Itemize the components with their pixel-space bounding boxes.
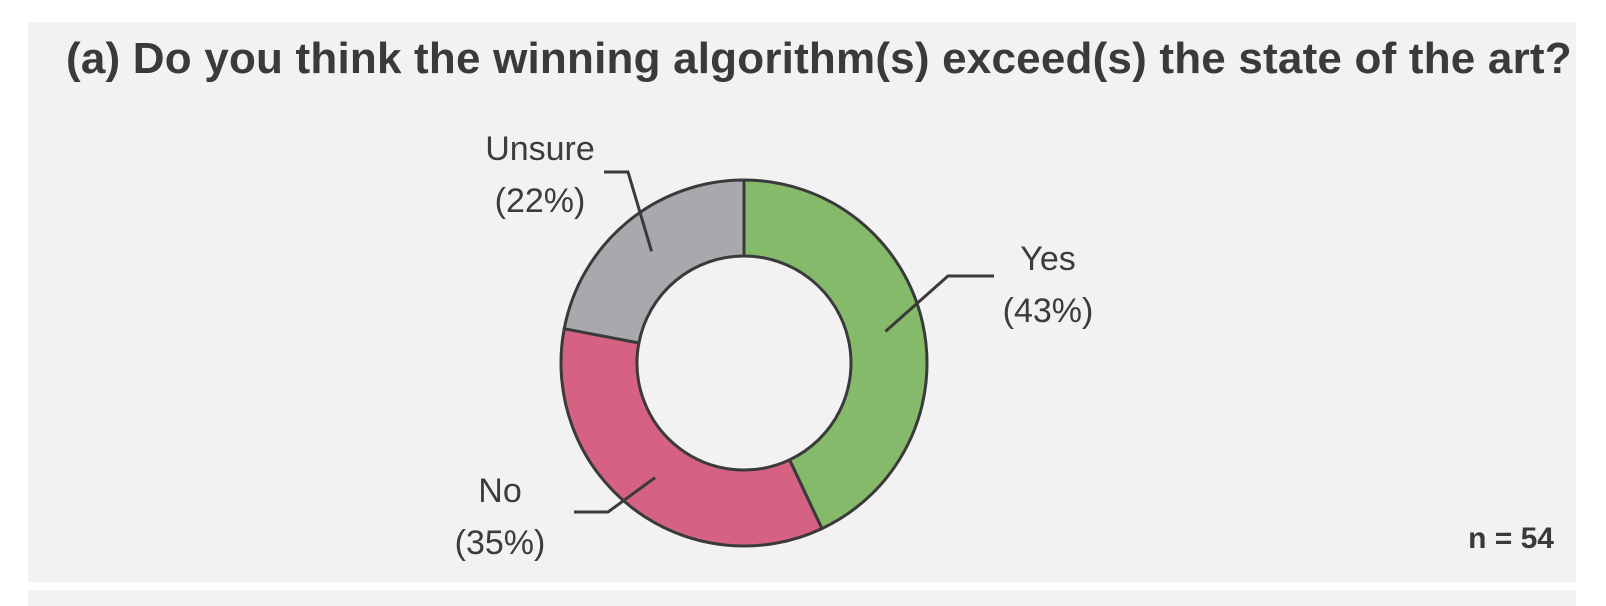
donut-slice-no <box>559 326 824 548</box>
donut-slice-unsure <box>562 178 746 345</box>
slice-percent-unsure: (22%) <box>495 182 586 220</box>
leader-line-no <box>574 476 657 514</box>
slice-labels: Yes (43%) No (35%) Unsure (22%) <box>455 130 1094 562</box>
leader-line-unsure <box>604 170 654 252</box>
donut-slice-yes <box>742 178 929 531</box>
donut-chart: Yes (43%) No (35%) Unsure (22%) <box>455 130 1094 562</box>
slice-label-unsure: Unsure <box>485 130 595 168</box>
leader-line-yes <box>884 274 994 333</box>
chart-title: (a) Do you think the winning algorithm(s… <box>66 34 1572 83</box>
slice-label-no: No <box>478 472 521 510</box>
slice-percent-yes: (43%) <box>1003 292 1094 330</box>
leader-lines <box>574 170 994 514</box>
slice-label-yes: Yes <box>1020 240 1075 278</box>
sample-size-note: n = 54 <box>1468 522 1554 555</box>
chart-panel: (a) Do you think the winning algorithm(s… <box>28 22 1576 582</box>
bottom-strip <box>28 590 1576 606</box>
slice-percent-no: (35%) <box>455 524 546 562</box>
donut-slices <box>559 178 929 548</box>
